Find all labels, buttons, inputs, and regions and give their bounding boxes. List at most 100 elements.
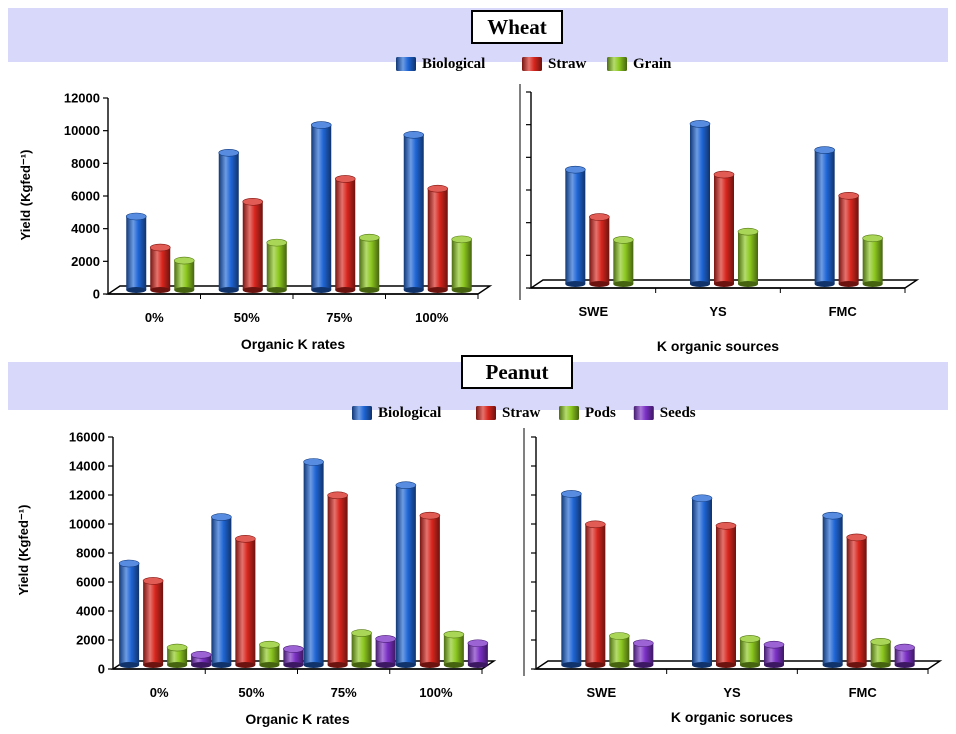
bar-cap (259, 640, 280, 649)
bar-base (327, 662, 348, 668)
bar-cap (870, 637, 891, 646)
bar-cap (838, 192, 859, 200)
bar-base (242, 287, 263, 293)
bar-body (692, 498, 712, 665)
bar-base (443, 662, 464, 668)
bar-base (427, 287, 448, 293)
bar-base (764, 662, 784, 668)
y-tick-label: 6000 (76, 575, 105, 590)
bar-base (266, 287, 287, 293)
bar-pods-fmc (870, 637, 891, 668)
wheat-title: Wheat (471, 10, 563, 44)
peanut-ylabel: Yield (Kgfed⁻¹) (16, 505, 31, 596)
bar-base (814, 281, 835, 287)
bar-cap (715, 521, 737, 530)
bar-base (838, 281, 859, 287)
bar-body (327, 495, 348, 665)
bar-biological-fmc (822, 511, 843, 668)
legend-label: Biological (422, 56, 485, 72)
bar-cap (166, 643, 188, 652)
bar-body (403, 134, 424, 290)
bar-base (690, 281, 710, 287)
legend-pods: Pods (559, 405, 616, 421)
bar-base (609, 662, 630, 668)
bar-straw-ys (713, 170, 735, 287)
bar-cap (403, 131, 425, 139)
legend-label: Straw (548, 56, 586, 72)
bar-grain-ys (737, 227, 759, 287)
bar-body (690, 123, 710, 284)
bar-cap (589, 213, 610, 221)
x-tick-label: 75% (326, 310, 352, 325)
bar-base (716, 662, 736, 668)
bar-base (894, 662, 915, 668)
y-tick-label: 12000 (64, 91, 100, 106)
bar-cap (303, 458, 324, 466)
legend-label: Straw (502, 405, 540, 421)
legend-swatch (476, 406, 496, 420)
bar-grain-75pct (358, 233, 380, 293)
x-tick-label: 100% (415, 310, 449, 325)
bar-biological-ys (689, 120, 711, 287)
bar-cap (375, 635, 396, 643)
legend-label: Biological (378, 405, 441, 421)
y-tick-label: 0 (93, 287, 100, 302)
bar-biological-ys (691, 494, 713, 668)
bar-base (283, 662, 304, 668)
bar-grain-100pct (451, 235, 473, 293)
bar-cap (691, 494, 713, 503)
bar-cap (689, 120, 711, 128)
bar-grain-0pct (173, 256, 195, 293)
y-tick-label: 4000 (76, 604, 105, 619)
bar-biological-0pct (125, 212, 147, 293)
bar-body (609, 636, 630, 665)
legend-straw: Straw (476, 405, 540, 421)
bar-base (714, 281, 734, 287)
y-tick-label: 4000 (71, 221, 100, 236)
bar-cap (739, 635, 761, 643)
bar-straw-ys (715, 521, 737, 668)
bar-cap (358, 233, 380, 242)
bar-body (822, 515, 843, 665)
bar-base (143, 662, 164, 668)
bar-base (167, 662, 188, 668)
bar-body (143, 580, 164, 665)
bar-cap (173, 256, 195, 265)
legend-label: Grain (633, 56, 672, 72)
bar-grain-swe (613, 236, 634, 287)
bar-base (375, 662, 396, 668)
bar-base (191, 662, 212, 668)
legend-swatch (559, 406, 579, 420)
x-tick-label: 0% (150, 685, 169, 700)
x-tick-label: FMC (849, 685, 878, 700)
bar-cap (395, 481, 417, 490)
bar-cap (565, 165, 586, 174)
y-tick-label: 0 (98, 662, 105, 677)
bar-base (235, 662, 256, 668)
y-tick-label: 10000 (64, 123, 100, 138)
bar-body (451, 239, 472, 290)
bar-body (218, 152, 239, 290)
bar-base (692, 662, 712, 668)
bar-cap (427, 184, 449, 193)
bar-cap (334, 175, 356, 183)
bar-body (335, 178, 356, 290)
x-tick-label: YS (709, 304, 727, 319)
bar-cap (561, 490, 582, 498)
legend-label: Pods (585, 405, 616, 421)
bar-cap (862, 234, 883, 243)
bar-cap (351, 629, 372, 637)
bar-body (311, 125, 332, 291)
legend-swatch (396, 57, 416, 71)
wheat-rates-xlabel: Organic K rates (241, 336, 345, 352)
bar-base (589, 281, 610, 287)
bar-body (846, 537, 867, 665)
bar-pods-0pct (166, 643, 188, 668)
bar-cap (190, 651, 212, 659)
bar-base (218, 287, 239, 293)
bar-body (443, 634, 464, 665)
bar-base (303, 662, 324, 668)
x-tick-label: 75% (331, 685, 357, 700)
legend-label: Seeds (660, 405, 696, 421)
